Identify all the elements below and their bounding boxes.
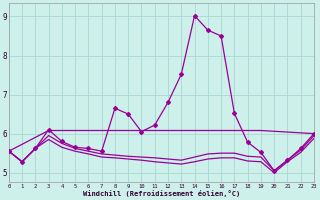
X-axis label: Windchill (Refroidissement éolien,°C): Windchill (Refroidissement éolien,°C) — [83, 190, 240, 197]
